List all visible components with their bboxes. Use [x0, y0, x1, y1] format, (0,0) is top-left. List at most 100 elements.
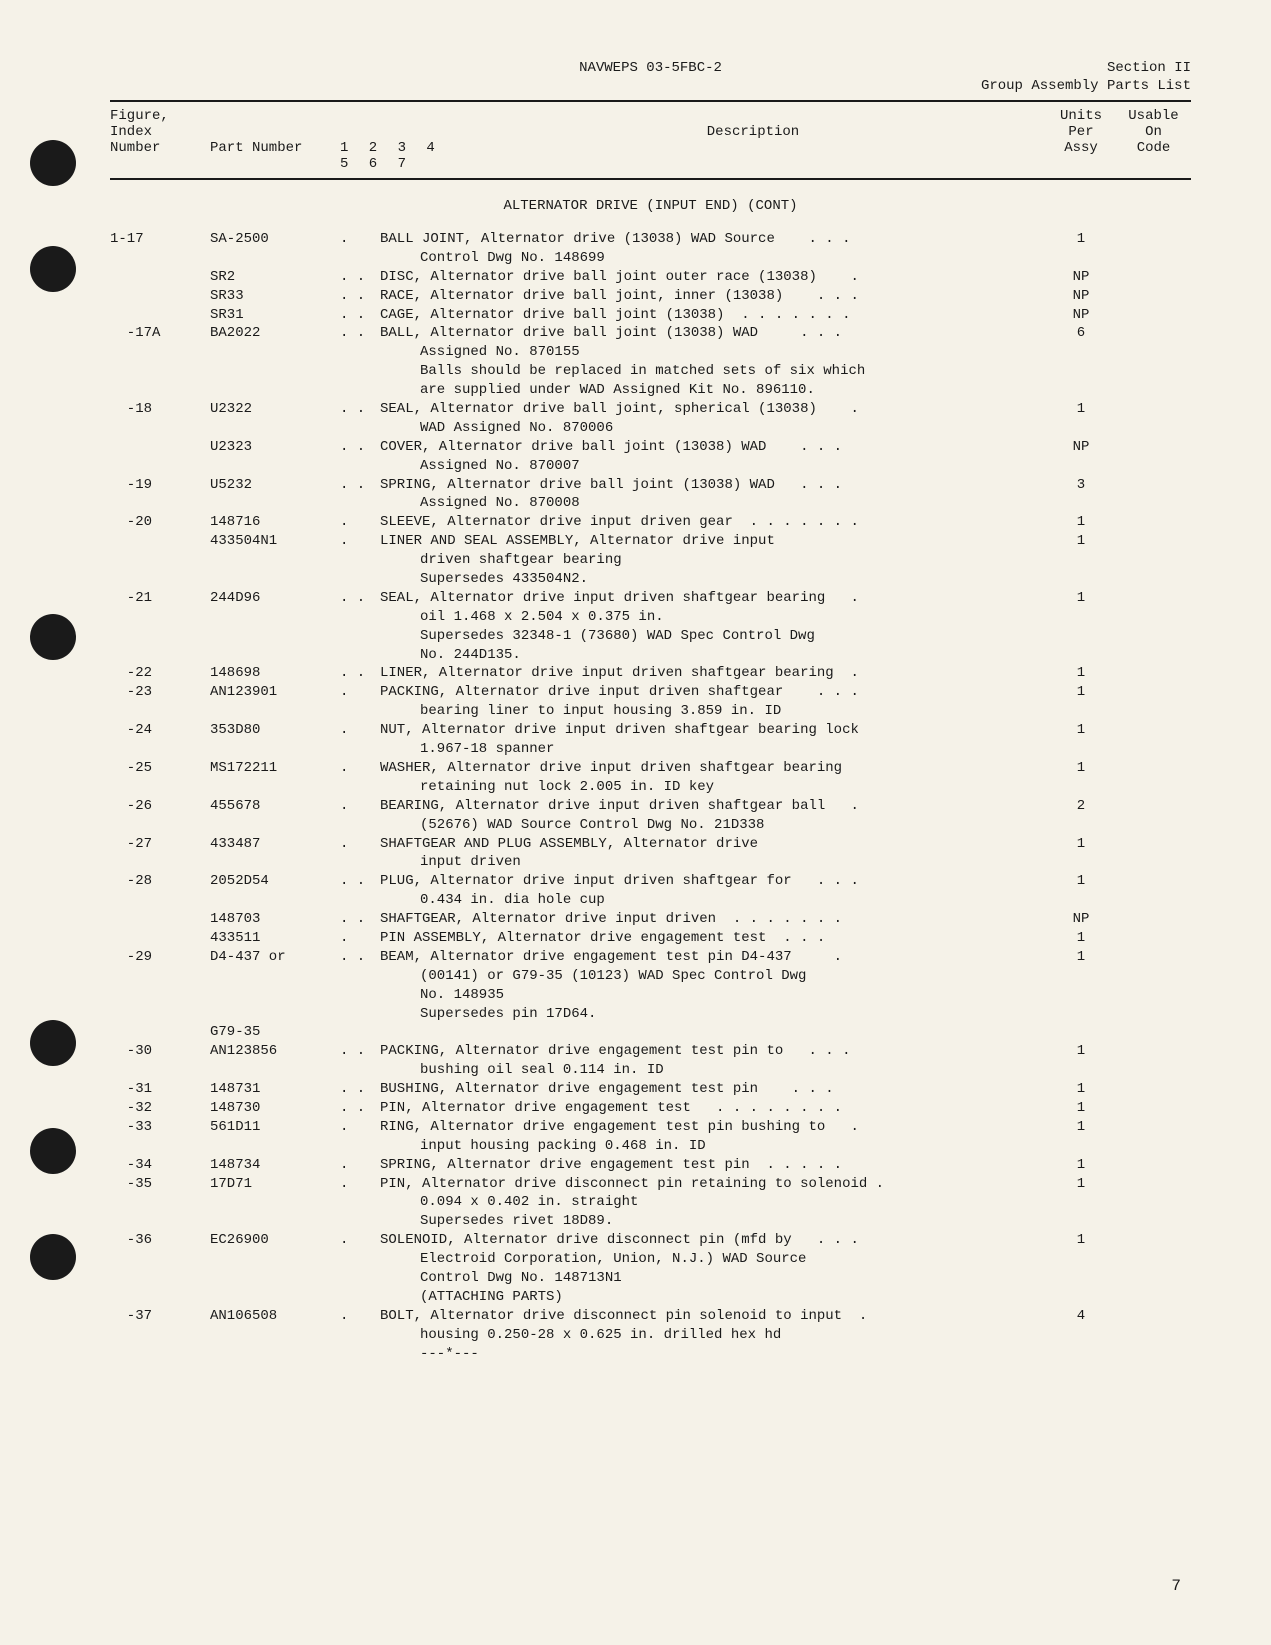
cell-indent: . [340, 683, 380, 702]
table-row: U2323. . COVER, Alternator drive ball jo… [110, 438, 1191, 476]
page-header: NAVWEPS 03-5FBC-2 Section II [110, 60, 1191, 76]
cell-indent: . [340, 929, 380, 948]
cell-units-per-assy: 1 [1046, 683, 1116, 702]
cell-part-number: AN106508 [210, 1307, 340, 1326]
cell-units-per-assy: 1 [1046, 835, 1116, 854]
cell-figure-index: -26 [110, 797, 210, 816]
cell-indent: . [340, 835, 380, 854]
table-row: -3517D71. PIN, Alternator drive disconne… [110, 1175, 1191, 1232]
cell-description-cont: Control Dwg No. 148699 [380, 249, 1036, 268]
col-code-l1: Usable [1116, 108, 1191, 124]
cell-units-per-assy: 2 [1046, 797, 1116, 816]
cell-indent: . [340, 1307, 380, 1326]
punch-hole [30, 614, 76, 660]
col-desc-l3 [460, 140, 1046, 172]
cell-part-number: SR2 [210, 268, 340, 287]
cell-description-cont: housing 0.250-28 x 0.625 in. drilled hex… [380, 1326, 1036, 1345]
cell-indent: . [340, 532, 380, 551]
cell-figure-index: -32 [110, 1099, 210, 1118]
table-row: -19U5232. . SPRING, Alternator drive bal… [110, 476, 1191, 514]
cell-figure-index: -31 [110, 1080, 210, 1099]
rule-bottom [110, 178, 1191, 180]
cell-description: WASHER, Alternator drive input driven sh… [380, 759, 1046, 797]
cell-description: BEARING, Alternator drive input driven s… [380, 797, 1046, 835]
cell-description-cont: are supplied under WAD Assigned Kit No. … [380, 381, 1036, 400]
col-figure-l1: Figure, [110, 108, 210, 124]
table-row: SR33. . RACE, Alternator drive ball join… [110, 287, 1191, 306]
cell-units-per-assy: 1 [1046, 589, 1116, 608]
cell-units-per-assy: 4 [1046, 1307, 1116, 1326]
table-row: -31148731. . BUSHING, Alternator drive e… [110, 1080, 1191, 1099]
cell-description: BALL, Alternator drive ball joint (13038… [380, 324, 1046, 400]
table-row: -17ABA2022. . BALL, Alternator drive bal… [110, 324, 1191, 400]
cell-units-per-assy: NP [1046, 306, 1116, 325]
table-row: 1-17SA-2500. BALL JOINT, Alternator driv… [110, 230, 1191, 268]
cell-part-number: 148716 [210, 513, 340, 532]
cell-description-cont: Assigned No. 870155 [380, 343, 1036, 362]
table-row: -30AN123856. . PACKING, Alternator drive… [110, 1042, 1191, 1080]
cell-description-cont: 0.434 in. dia hole cup [380, 891, 1036, 910]
cell-figure-index: -25 [110, 759, 210, 778]
cell-description-cont: Supersedes pin 17D64. [380, 1005, 1036, 1024]
table-row: -37AN106508. BOLT, Alternator drive disc… [110, 1307, 1191, 1364]
cell-indent: . . [340, 324, 380, 343]
cell-units-per-assy: 1 [1046, 721, 1116, 740]
col-nums: 1 2 3 4 5 6 7 [340, 140, 460, 172]
table-row: -282052D54. . PLUG, Alternator drive inp… [110, 872, 1191, 910]
cell-part-number: U5232 [210, 476, 340, 495]
cell-description-cont: input housing packing 0.468 in. ID [380, 1137, 1036, 1156]
cell-indent: . [340, 1156, 380, 1175]
cell-part-number: BA2022 [210, 324, 340, 343]
cell-description-cont: retaining nut lock 2.005 in. ID key [380, 778, 1036, 797]
col-part-l3: Part Number [210, 140, 340, 172]
cell-description-cont: 0.094 x 0.402 in. straight [380, 1193, 1036, 1212]
punch-hole [30, 1234, 76, 1280]
cell-description: NUT, Alternator drive input driven shaft… [380, 721, 1046, 759]
cell-units-per-assy: NP [1046, 287, 1116, 306]
cell-part-number: SR33 [210, 287, 340, 306]
cell-part-number: 148698 [210, 664, 340, 683]
cell-units-per-assy: 3 [1046, 476, 1116, 495]
cell-description: PLUG, Alternator drive input driven shaf… [380, 872, 1046, 910]
col-desc: Description [460, 124, 1046, 140]
col-units-l3: Assy [1046, 140, 1116, 172]
cell-units-per-assy: 1 [1046, 929, 1116, 948]
cell-description-cont: Supersedes 32348-1 (73680) WAD Spec Cont… [380, 627, 1036, 646]
table-row: -26455678. BEARING, Alternator drive inp… [110, 797, 1191, 835]
cell-part-number: 148734 [210, 1156, 340, 1175]
punch-hole [30, 140, 76, 186]
table-row: SR2. . DISC, Alternator drive ball joint… [110, 268, 1191, 287]
cell-indent: . . [340, 910, 380, 929]
parts-table-body: 1-17SA-2500. BALL JOINT, Alternator driv… [110, 230, 1191, 1363]
cell-part-number: D4-437 or [210, 948, 340, 967]
table-row: 148703. . SHAFTGEAR, Alternator drive in… [110, 910, 1191, 929]
cell-description: SHAFTGEAR AND PLUG ASSEMBLY, Alternator … [380, 835, 1046, 873]
punch-hole [30, 1128, 76, 1174]
cell-description: SPRING, Alternator drive ball joint (130… [380, 476, 1046, 514]
punch-hole [30, 1020, 76, 1066]
cell-indent: . . [340, 872, 380, 891]
cell-description-cont: No. 148935 [380, 986, 1036, 1005]
cell-description-cont: Assigned No. 870008 [380, 494, 1036, 513]
cell-part-number: AN123856 [210, 1042, 340, 1061]
cell-description: PACKING, Alternator drive input driven s… [380, 683, 1046, 721]
cell-indent: . . [340, 287, 380, 306]
table-row: -34148734. SPRING, Alternator drive enga… [110, 1156, 1191, 1175]
cell-part-number: 244D96 [210, 589, 340, 608]
cell-description-cont: bearing liner to input housing 3.859 in.… [380, 702, 1036, 721]
cell-indent: . . [340, 664, 380, 683]
cell-figure-index: -37 [110, 1307, 210, 1326]
cell-indent: . . [340, 1080, 380, 1099]
cell-units-per-assy: 6 [1046, 324, 1116, 343]
section-title: ALTERNATOR DRIVE (INPUT END) (CONT) [110, 198, 1191, 214]
cell-indent: . [340, 721, 380, 740]
cell-description: CAGE, Alternator drive ball joint (13038… [380, 306, 1046, 325]
cell-figure-index: -30 [110, 1042, 210, 1061]
col-part-l2 [210, 124, 340, 140]
cell-description: BOLT, Alternator drive disconnect pin so… [380, 1307, 1046, 1364]
cell-description: SLEEVE, Alternator drive input driven ge… [380, 513, 1046, 532]
table-row: -18U2322. . SEAL, Alternator drive ball … [110, 400, 1191, 438]
cell-indent: . . [340, 1099, 380, 1118]
cell-indent: . . [340, 948, 380, 967]
cell-indent: . . [340, 438, 380, 457]
